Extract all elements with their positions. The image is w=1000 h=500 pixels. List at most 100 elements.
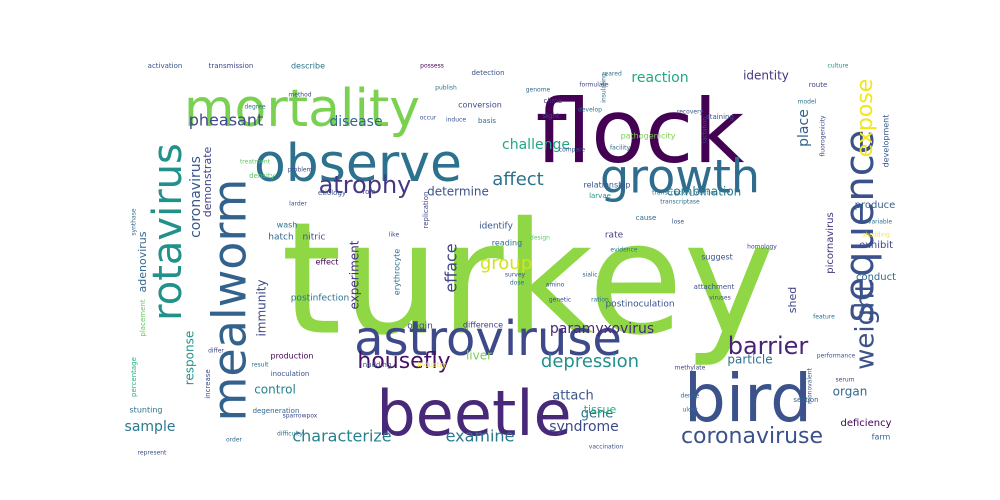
word-fluorogenicity: fluorogenicity <box>820 115 827 157</box>
word-like: like <box>389 232 400 239</box>
word-insulating: insulating <box>601 73 608 103</box>
word-examine: examine <box>446 427 515 446</box>
word-synthase: synthase <box>131 208 138 235</box>
word-derive: derive <box>681 393 700 400</box>
word-attach: attach <box>552 389 594 404</box>
word-mealworm: mealworm <box>203 179 257 422</box>
word-transcriptase: transcriptase <box>660 199 700 206</box>
word-reared: reared <box>602 71 622 78</box>
word-replication: replication <box>422 192 430 229</box>
word-housefly: housefly <box>357 349 450 374</box>
word-industry: industry <box>418 361 447 369</box>
word-lose: lose <box>672 219 684 226</box>
word-difference: difference <box>463 321 503 330</box>
word-farm: farm <box>872 433 891 442</box>
word-describe: describe <box>291 62 325 71</box>
word-larvae: larvae <box>589 192 611 200</box>
word-increase: increase <box>204 369 212 399</box>
word-section: section <box>793 396 818 404</box>
word-conversion: conversion <box>458 101 502 110</box>
word-genetic: genetic <box>549 297 571 304</box>
word-nudding: nudding <box>363 361 392 369</box>
word-sequence: sequence <box>837 130 883 323</box>
word-paramyxovirus: paramyxovirus <box>550 321 654 337</box>
word-control: control <box>254 383 296 397</box>
word-ration: ration <box>591 297 609 304</box>
word-wash: wash <box>277 221 298 230</box>
word-occur: occur <box>420 115 437 122</box>
word-coronavirus: coronavirus <box>188 156 204 238</box>
word-produce: produce <box>855 200 896 211</box>
word-induce: induce <box>446 117 466 124</box>
word-demonstrate: demonstrate <box>201 146 214 217</box>
word-hatch: hatch <box>268 233 293 243</box>
word-pathogenicity: pathogenicity <box>621 132 676 141</box>
word-amino: amino <box>546 282 565 289</box>
word-particle: particle <box>727 353 772 367</box>
word-erythrocyte: erythrocyte <box>393 249 402 295</box>
word-deficiency: deficiency <box>841 418 892 429</box>
word-affect: affect <box>492 169 543 190</box>
word-astroviruse: astroviruse <box>354 311 622 367</box>
word-activation: activation <box>148 62 183 70</box>
word-transmission: transmission <box>209 62 254 70</box>
word-publish: publish <box>435 85 457 92</box>
word-feature: feature <box>813 314 835 321</box>
word-weight: weight <box>851 282 881 370</box>
word-evidence: evidence <box>610 247 638 254</box>
word-origin: origin <box>407 322 433 332</box>
word-methylate: methylate <box>675 365 706 372</box>
word-performance: performance <box>817 353 856 360</box>
word-degree: degree <box>244 104 265 111</box>
word-atrophy: atrophy <box>319 171 412 199</box>
word-group: group <box>480 253 532 274</box>
word-basis: basis <box>478 117 496 125</box>
word-facility: facility <box>610 145 630 152</box>
word-viruses: viruses <box>709 295 730 302</box>
word-monovalent: monovalent <box>807 367 814 403</box>
word-lactation: lactation <box>702 117 709 143</box>
word-climb: climb <box>543 97 563 105</box>
word-exhibit: exhibit <box>859 240 893 251</box>
word-expose: expose <box>853 79 878 158</box>
word-ulcer: ulcer <box>683 407 698 414</box>
word-serum: serum <box>836 377 855 384</box>
word-compare: compare <box>559 147 586 154</box>
word-experiment: experiment <box>348 240 362 309</box>
word-homology: homology <box>747 244 777 251</box>
word-reaction: reaction <box>631 70 688 86</box>
word-effect: effect <box>316 258 339 267</box>
word-variable: variable <box>868 219 893 226</box>
word-density: density <box>249 172 275 180</box>
word-bird: bird <box>684 360 812 437</box>
word-result: result <box>252 362 270 369</box>
word-immunity: immunity <box>255 279 269 336</box>
word-combination: combination <box>667 185 742 199</box>
word-characterize: characterize <box>292 427 391 446</box>
word-flock: flock <box>536 80 745 183</box>
word-order: order <box>226 437 243 444</box>
word-determine: determine <box>427 185 489 199</box>
word-mortality: mortality <box>184 79 420 139</box>
word-genome: genome <box>526 87 551 94</box>
word-formulate: formulate <box>579 82 608 89</box>
word-placement: placement <box>139 299 147 336</box>
word-attachment: attachment <box>694 283 735 291</box>
word-culture: culture <box>828 63 849 70</box>
word-detection: detection <box>471 69 504 77</box>
word-postinoculation: postinoculation <box>605 300 674 310</box>
word-disease: disease <box>329 114 382 130</box>
word-liver: liver <box>466 349 492 363</box>
word-cause: cause <box>636 214 657 222</box>
word-syndrome: syndrome <box>549 419 619 435</box>
word-design: design <box>530 235 550 242</box>
word-barrier: barrier <box>728 332 809 360</box>
word-survey: survey <box>505 272 526 279</box>
word-growth: growth <box>600 150 760 204</box>
word-identify: identify <box>479 222 513 232</box>
word-sight: sight <box>542 112 559 120</box>
word-inoculation: inoculation <box>271 370 310 378</box>
word-percentage: percentage <box>130 357 138 397</box>
